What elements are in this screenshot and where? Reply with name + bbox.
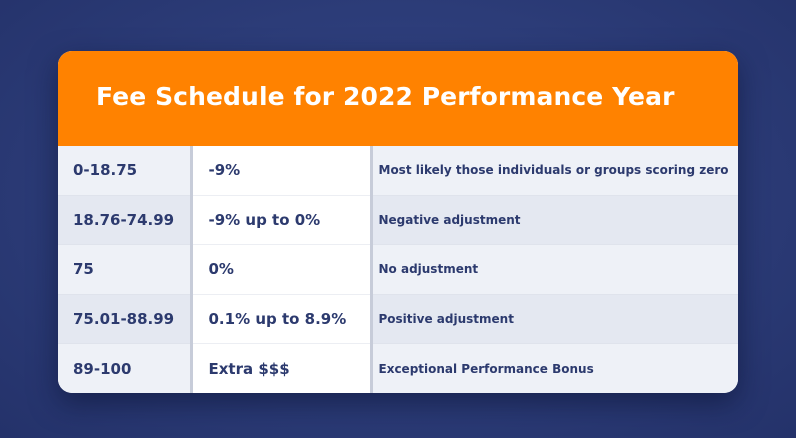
adjustment-cell: -9%	[191, 146, 373, 196]
description-cell: Positive adjustment	[371, 294, 738, 345]
card-header: Fee Schedule for 2022 Performance Year	[58, 51, 738, 146]
fee-schedule-table: 0-18.75 -9% Most likely those individual…	[58, 146, 738, 393]
adjustment-cell: 0%	[191, 244, 373, 295]
fee-schedule-card: Fee Schedule for 2022 Performance Year 0…	[58, 51, 738, 393]
description-cell: Exceptional Performance Bonus	[371, 343, 738, 393]
score-range-cell: 89-100	[58, 343, 193, 393]
table-row: 75 0% No adjustment	[58, 244, 738, 295]
table-row: 89-100 Extra $$$ Exceptional Performance…	[58, 343, 738, 393]
description-cell: Most likely those individuals or groups …	[371, 146, 738, 196]
adjustment-cell: 0.1% up to 8.9%	[191, 294, 373, 345]
table-row: 18.76-74.99 -9% up to 0% Negative adjust…	[58, 195, 738, 246]
table-row: 75.01-88.99 0.1% up to 8.9% Positive adj…	[58, 294, 738, 345]
score-range-cell: 18.76-74.99	[58, 195, 193, 246]
score-range-cell: 75.01-88.99	[58, 294, 193, 345]
score-range-cell: 0-18.75	[58, 146, 193, 196]
score-range-cell: 75	[58, 244, 193, 295]
description-cell: No adjustment	[371, 244, 738, 295]
table-row: 0-18.75 -9% Most likely those individual…	[58, 146, 738, 196]
description-cell: Negative adjustment	[371, 195, 738, 246]
adjustment-cell: -9% up to 0%	[191, 195, 373, 246]
adjustment-cell: Extra $$$	[191, 343, 373, 393]
page-title: Fee Schedule for 2022 Performance Year	[96, 82, 675, 111]
